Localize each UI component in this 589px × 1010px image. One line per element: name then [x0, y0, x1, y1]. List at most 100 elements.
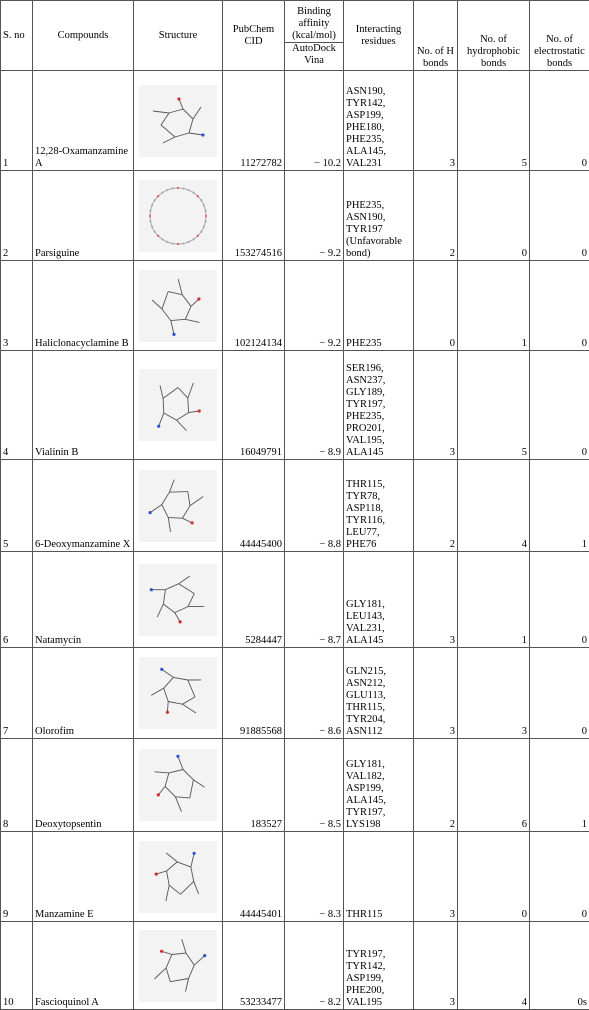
- cell-sno: 7: [1, 648, 33, 739]
- molecule-structure-icon: [139, 270, 217, 342]
- cell-binding-affinity: − 10.2: [285, 71, 344, 171]
- cell-structure: [134, 648, 223, 739]
- cell-sno: 10: [1, 922, 33, 1010]
- cell-hydrophobic-bonds: 1: [458, 261, 530, 351]
- structure-image: [139, 270, 217, 342]
- cell-interacting-residues: TYR197, TYR142, ASP199, PHE200, VAL195: [344, 922, 414, 1010]
- cell-compound: Manzamine E: [33, 832, 134, 922]
- cell-h-bonds: 0: [414, 261, 458, 351]
- cell-compound: Haliclonacyclamine B: [33, 261, 134, 351]
- cell-electrostatic-bonds: 0: [530, 261, 589, 351]
- cell-electrostatic-bonds: 1: [530, 460, 589, 552]
- cell-h-bonds: 3: [414, 351, 458, 460]
- cell-compound: Fascioquinol A: [33, 922, 134, 1010]
- structure-image: [139, 841, 217, 913]
- cell-compound: Parsiguine: [33, 171, 134, 261]
- cell-hydrophobic-bonds: 1: [458, 552, 530, 648]
- cell-electrostatic-bonds: 0: [530, 71, 589, 171]
- structure-image: [139, 930, 217, 1002]
- cell-structure: [134, 351, 223, 460]
- cell-binding-affinity: − 9.2: [285, 171, 344, 261]
- structure-image: [139, 564, 217, 636]
- cell-binding-affinity: − 8.6: [285, 648, 344, 739]
- cell-compound: 12,28-Oxamanzamine A: [33, 71, 134, 171]
- molecule-structure-icon: [139, 841, 217, 913]
- cell-interacting-residues: ASN190, TYR142, ASP199, PHE180, PHE235, …: [344, 71, 414, 171]
- cell-interacting-residues: GLN215, ASN212, GLU113, THR115, TYR204, …: [344, 648, 414, 739]
- cell-h-bonds: 2: [414, 460, 458, 552]
- cell-pubchem-cid: 16049791: [223, 351, 285, 460]
- cell-hydrophobic-bonds: 5: [458, 351, 530, 460]
- molecule-structure-icon: [139, 657, 217, 729]
- header-autodock-vina: AutoDock Vina: [285, 43, 344, 71]
- molecule-structure-icon: [139, 930, 217, 1002]
- cell-hydrophobic-bonds: 5: [458, 71, 530, 171]
- cell-hydrophobic-bonds: 4: [458, 460, 530, 552]
- cell-hydrophobic-bonds: 3: [458, 648, 530, 739]
- cell-pubchem-cid: 11272782: [223, 71, 285, 171]
- cell-sno: 5: [1, 460, 33, 552]
- cell-hydrophobic-bonds: 4: [458, 922, 530, 1010]
- header-electrostatic-bonds: No. of electrostatic bonds: [530, 1, 589, 71]
- cell-pubchem-cid: 44445400: [223, 460, 285, 552]
- cell-structure: [134, 261, 223, 351]
- cell-h-bonds: 3: [414, 71, 458, 171]
- cell-pubchem-cid: 102124134: [223, 261, 285, 351]
- cell-binding-affinity: − 8.8: [285, 460, 344, 552]
- cell-pubchem-cid: 91885568: [223, 648, 285, 739]
- cell-electrostatic-bonds: 0s: [530, 922, 589, 1010]
- cell-compound: 6-Deoxymanzamine X: [33, 460, 134, 552]
- cell-structure: [134, 832, 223, 922]
- cell-electrostatic-bonds: 0: [530, 648, 589, 739]
- cell-pubchem-cid: 5284447: [223, 552, 285, 648]
- cell-pubchem-cid: 44445401: [223, 832, 285, 922]
- cell-hydrophobic-bonds: 0: [458, 171, 530, 261]
- cell-h-bonds: 3: [414, 832, 458, 922]
- cell-binding-affinity: − 8.9: [285, 351, 344, 460]
- header-interacting-residues: Interacting residues: [344, 1, 414, 71]
- cell-electrostatic-bonds: 1: [530, 739, 589, 832]
- cell-h-bonds: 3: [414, 552, 458, 648]
- cell-electrostatic-bonds: 0: [530, 171, 589, 261]
- cell-interacting-residues: GLY181, VAL182, ASP199, ALA145, TYR197, …: [344, 739, 414, 832]
- cell-sno: 4: [1, 351, 33, 460]
- macrocycle-structure-icon: [139, 180, 217, 252]
- cell-pubchem-cid: 53233477: [223, 922, 285, 1010]
- molecule-structure-icon: [139, 470, 217, 542]
- cell-interacting-residues: GLY181, LEU143, VAL231, ALA145: [344, 552, 414, 648]
- structure-image: [139, 85, 217, 157]
- cell-compound: Natamycin: [33, 552, 134, 648]
- cell-h-bonds: 3: [414, 648, 458, 739]
- cell-hydrophobic-bonds: 6: [458, 739, 530, 832]
- structure-image: [139, 180, 217, 252]
- header-sno: S. no: [1, 1, 33, 71]
- cell-sno: 3: [1, 261, 33, 351]
- cell-interacting-residues: PHE235: [344, 261, 414, 351]
- cell-interacting-residues: THR115: [344, 832, 414, 922]
- cell-sno: 2: [1, 171, 33, 261]
- cell-interacting-residues: THR115, TYR78, ASP118, TYR116, LEU77, PH…: [344, 460, 414, 552]
- cell-structure: [134, 552, 223, 648]
- molecule-structure-icon: [139, 85, 217, 157]
- cell-pubchem-cid: 153274516: [223, 171, 285, 261]
- cell-sno: 1: [1, 71, 33, 171]
- header-h-bonds: No. of H bonds: [414, 1, 458, 71]
- cell-electrostatic-bonds: 0: [530, 552, 589, 648]
- cell-structure: [134, 460, 223, 552]
- cell-binding-affinity: − 8.2: [285, 922, 344, 1010]
- cell-sno: 8: [1, 739, 33, 832]
- structure-image: [139, 369, 217, 441]
- structure-image: [139, 657, 217, 729]
- cell-compound: Deoxytopsentin: [33, 739, 134, 832]
- cell-h-bonds: 2: [414, 171, 458, 261]
- header-compounds: Compounds: [33, 1, 134, 71]
